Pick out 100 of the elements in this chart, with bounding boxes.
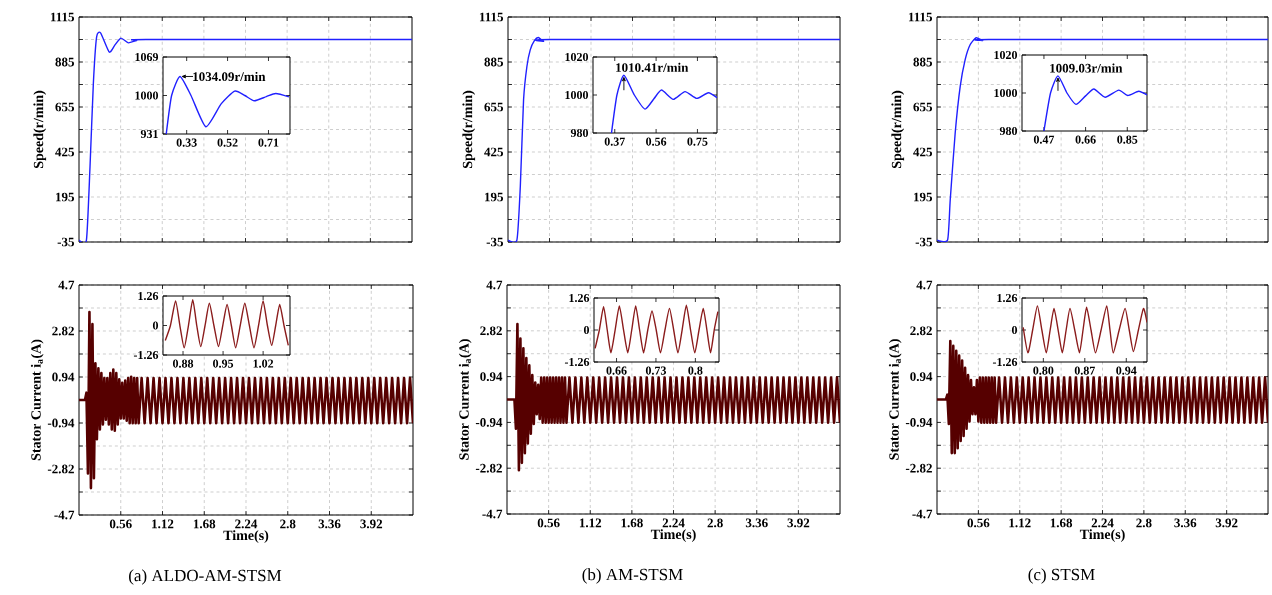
y-tick-label: -35: [57, 237, 75, 247]
y-tick-label: 1.26: [138, 291, 159, 301]
x-tick-label: 2.24: [235, 519, 258, 529]
x-tick-label: 0.95: [213, 359, 234, 368]
x-tick-label: 3.92: [360, 519, 383, 529]
y-tick-label: 885: [484, 57, 504, 67]
y-tick-label: 1.26: [997, 293, 1018, 303]
annotation: 1034.09r/min: [193, 71, 266, 82]
x-tick-label: 1.02: [253, 359, 274, 368]
y-tick-label: -0.94: [475, 418, 503, 427]
line-series: [937, 339, 1269, 455]
text: (c) STSM: [1028, 568, 1095, 584]
x-tick-label: 0.66: [1075, 135, 1096, 144]
x-tick-label: 1.68: [1050, 518, 1073, 528]
x-tick-label: 2.8: [707, 518, 723, 528]
x-tick-label: 1.68: [621, 518, 643, 528]
y-axis-title: Stator Current i$_{a}$(A): [888, 339, 902, 460]
annotation: 1010.41r/min: [616, 62, 689, 73]
text: (b) AM-STSM: [582, 568, 683, 584]
x-tick-label: 3.36: [318, 519, 341, 529]
x-tick-label: 1.68: [193, 519, 216, 529]
x-tick-label: 1.12: [579, 518, 602, 528]
text: (a) ALDO-AM-STSM: [129, 569, 282, 585]
x-tick-label: 3.92: [787, 518, 810, 528]
y-tick-label: 1000: [135, 91, 159, 100]
y-tick-label: 1069: [135, 52, 159, 62]
y-tick-label: 195: [485, 192, 504, 202]
x-tick-label: 0.8: [688, 366, 703, 375]
x-axis-title: Time(s): [223, 530, 269, 543]
x-tick-label: 0.37: [604, 137, 625, 146]
y-tick-label: 2.82: [480, 326, 502, 336]
y-tick-label: 195: [914, 192, 933, 202]
y-axis-title: Speed(r/min): [462, 90, 476, 169]
y-tick-label: 4.7: [58, 280, 75, 290]
y-tick-label: 2.82: [910, 326, 932, 336]
x-tick-label: 0.75: [687, 137, 708, 146]
y-tick-label: 980: [570, 128, 589, 138]
x-axis-title: Time(s): [650, 529, 696, 542]
x-tick-label: 0.71: [258, 138, 279, 147]
y-tick-label: 195: [56, 192, 75, 202]
line-series: [79, 31, 412, 242]
y-tick-label: 0: [583, 325, 590, 335]
x-tick-label: 0.88: [172, 359, 194, 368]
y-tick-label: -1.26: [133, 350, 159, 360]
y-tick-label: 655: [55, 102, 75, 112]
line-series: [937, 37, 1269, 242]
y-tick-label: 1000: [565, 90, 589, 100]
y-tick-label: 4.7: [486, 280, 503, 290]
y-tick-label: 885: [55, 57, 75, 67]
x-tick-label: 3.92: [1215, 518, 1238, 528]
y-tick-label: -2.82: [905, 463, 932, 473]
x-axis-title: Time(s): [1079, 529, 1125, 542]
y-tick-label: 931: [140, 129, 158, 139]
y-tick-label: 1115: [479, 12, 504, 22]
y-tick-label: -35: [486, 237, 504, 247]
y-axis-title: Speed(r/min): [33, 90, 47, 169]
annotation: 1009.03r/min: [1050, 63, 1123, 73]
y-tick-label: 425: [484, 147, 504, 157]
line-series: [79, 310, 414, 490]
y-tick-label: 655: [913, 102, 933, 112]
x-tick-label: 2.24: [662, 518, 685, 528]
x-tick-label: 0.56: [109, 519, 132, 529]
y-tick-label: 425: [55, 147, 75, 157]
y-tick-label: 2.82: [52, 326, 74, 336]
line-series: [1043, 75, 1148, 131]
x-tick-label: 0.94: [1116, 366, 1137, 375]
line-series: [164, 299, 289, 349]
y-tick-label: -0.94: [905, 418, 933, 427]
y-tick-label: 1020: [994, 50, 1018, 60]
x-tick-label: 2.8: [280, 519, 296, 529]
x-tick-label: 0.85: [1117, 135, 1138, 144]
line-series: [594, 304, 719, 354]
x-tick-label: 0.56: [967, 518, 990, 528]
y-tick-label: 1115: [50, 12, 75, 22]
y-tick-label: 1.26: [569, 293, 590, 303]
line-series: [508, 36, 841, 242]
y-tick-label: 0: [152, 321, 159, 330]
line-series: [507, 322, 841, 472]
y-tick-label: 1020: [565, 52, 589, 62]
x-tick-label: 0.87: [1074, 366, 1096, 375]
y-tick-label: -4.7: [54, 510, 75, 520]
y-tick-label: 885: [913, 57, 933, 67]
x-tick-label: 2.8: [1136, 518, 1152, 528]
x-tick-label: 0.56: [646, 137, 667, 146]
y-tick-label: 1115: [908, 12, 933, 22]
x-tick-label: 0.47: [1033, 135, 1055, 144]
x-tick-label: 3.36: [745, 518, 768, 528]
y-tick-label: 980: [999, 126, 1018, 136]
y-tick-label: 4.7: [916, 280, 933, 290]
line-series: [610, 74, 717, 133]
y-tick-label: 425: [913, 147, 933, 157]
y-tick-label: -4.7: [482, 509, 503, 519]
x-tick-label: 1.12: [152, 519, 174, 529]
line-series: [1022, 305, 1148, 354]
y-tick-label: -1.26: [992, 357, 1018, 367]
y-tick-label: -2.82: [475, 463, 502, 473]
x-tick-label: 0.66: [606, 366, 627, 375]
y-tick-label: -1.26: [564, 357, 590, 367]
x-tick-label: 0.33: [176, 138, 197, 147]
y-tick-label: 1000: [994, 88, 1018, 98]
